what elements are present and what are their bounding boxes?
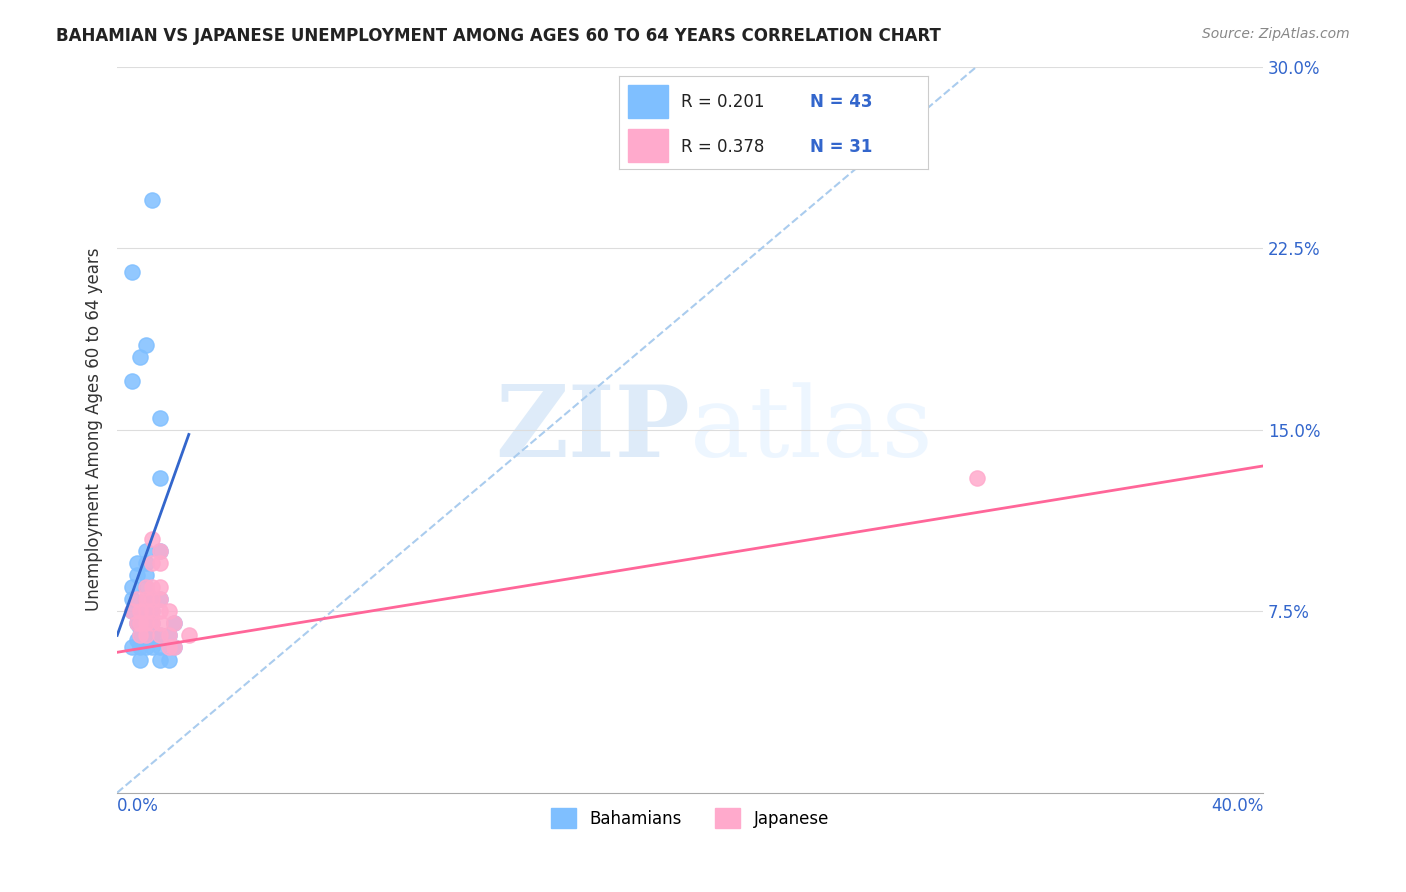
Point — [149, 580, 172, 594]
Text: R = 0.201: R = 0.201 — [681, 93, 763, 111]
Point — [135, 628, 157, 642]
Point — [127, 616, 149, 631]
Y-axis label: Unemployment Among Ages 60 to 64 years: Unemployment Among Ages 60 to 64 years — [86, 248, 103, 611]
Point — [163, 616, 186, 631]
Text: 0.0%: 0.0% — [117, 797, 159, 814]
Point — [121, 604, 143, 618]
Point — [135, 616, 157, 631]
Point — [121, 265, 143, 279]
Point — [149, 616, 172, 631]
Point — [135, 556, 157, 570]
Point — [121, 640, 143, 655]
Point — [149, 628, 172, 642]
Point — [129, 628, 152, 642]
Point — [149, 543, 172, 558]
Point — [141, 556, 163, 570]
Point — [135, 640, 157, 655]
Point — [135, 580, 157, 594]
Point — [135, 580, 157, 594]
Point — [135, 338, 157, 352]
Point — [121, 604, 143, 618]
Point — [149, 471, 172, 485]
Point — [157, 604, 180, 618]
Point — [127, 567, 149, 582]
Point — [129, 604, 152, 618]
Legend: Bahamians, Japanese: Bahamians, Japanese — [544, 802, 835, 835]
Point — [141, 616, 163, 631]
Point — [135, 543, 157, 558]
Text: R = 0.378: R = 0.378 — [681, 137, 763, 155]
Point — [149, 652, 172, 666]
Point — [135, 567, 157, 582]
Text: BAHAMIAN VS JAPANESE UNEMPLOYMENT AMONG AGES 60 TO 64 YEARS CORRELATION CHART: BAHAMIAN VS JAPANESE UNEMPLOYMENT AMONG … — [56, 27, 941, 45]
Text: N = 31: N = 31 — [810, 137, 873, 155]
Point — [141, 592, 163, 607]
Text: ZIP: ZIP — [495, 381, 690, 478]
Point — [129, 628, 152, 642]
Point — [135, 604, 157, 618]
Point — [149, 592, 172, 607]
Point — [127, 556, 149, 570]
Text: atlas: atlas — [690, 382, 934, 477]
Point — [135, 604, 157, 618]
Point — [135, 628, 157, 642]
Point — [163, 640, 186, 655]
FancyBboxPatch shape — [628, 129, 668, 162]
Point — [127, 633, 149, 648]
Point — [141, 604, 163, 618]
Point — [149, 556, 172, 570]
Point — [141, 580, 163, 594]
Point — [135, 616, 157, 631]
Point — [129, 616, 152, 631]
Point — [129, 640, 152, 655]
Point — [177, 628, 200, 642]
Point — [121, 374, 143, 388]
Point — [129, 652, 152, 666]
Text: Source: ZipAtlas.com: Source: ZipAtlas.com — [1202, 27, 1350, 41]
Point — [135, 592, 157, 607]
Point — [149, 628, 172, 642]
Point — [141, 604, 163, 618]
Point — [141, 640, 163, 655]
Point — [149, 543, 172, 558]
Point — [149, 410, 172, 425]
Point — [129, 611, 152, 625]
Point — [127, 592, 149, 607]
Point — [129, 621, 152, 635]
Point — [121, 580, 143, 594]
Point — [149, 604, 172, 618]
Point — [141, 628, 163, 642]
Point — [157, 640, 180, 655]
Point — [141, 532, 163, 546]
Point — [149, 592, 172, 607]
Point — [121, 592, 143, 607]
Text: 40.0%: 40.0% — [1211, 797, 1263, 814]
Point — [149, 640, 172, 655]
Point — [141, 616, 163, 631]
Point — [157, 628, 180, 642]
Point — [141, 193, 163, 207]
Point — [127, 616, 149, 631]
Point — [157, 652, 180, 666]
Point — [163, 616, 186, 631]
Text: N = 43: N = 43 — [810, 93, 873, 111]
Point — [141, 592, 163, 607]
Point — [157, 628, 180, 642]
Point — [129, 350, 152, 364]
Point — [163, 640, 186, 655]
Point — [135, 592, 157, 607]
Point — [966, 471, 988, 485]
FancyBboxPatch shape — [628, 85, 668, 118]
